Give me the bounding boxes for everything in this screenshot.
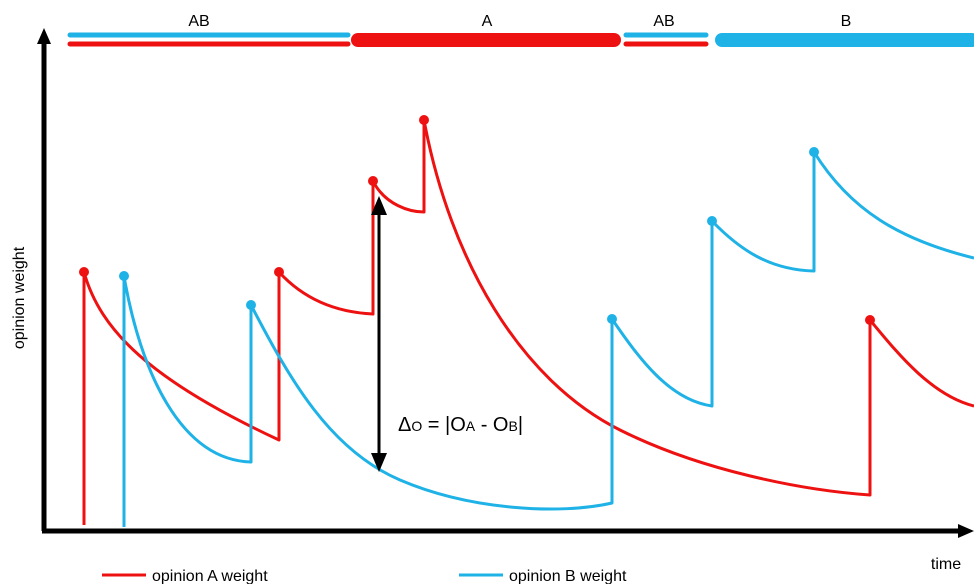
delta-subscript: O — [411, 418, 422, 434]
opinion-b-peak-dot — [607, 314, 617, 324]
subscript-b: B — [508, 418, 517, 434]
segment-label-a: A — [482, 13, 493, 30]
delta-arrow-head-bottom — [371, 453, 387, 472]
legend-label-a: opinion A weight — [152, 568, 268, 584]
segment-label-ab-2: AB — [653, 13, 674, 30]
legend: opinion A weight opinion B weight — [102, 568, 627, 584]
opinion-a-peak-dot — [368, 176, 378, 186]
opinion-a-peak-dot — [419, 115, 429, 125]
x-axis-label: time — [931, 556, 961, 573]
opinion-b-peak-dot — [246, 300, 256, 310]
y-axis-label: opinion weight — [11, 246, 28, 349]
segment-bars — [67, 32, 974, 47]
delta-minus: - O — [475, 414, 508, 436]
delta-arrow-head-top — [371, 196, 387, 215]
delta-equals: = |O — [422, 414, 466, 436]
delta-annotation: ΔO = |OA - OB| — [398, 414, 523, 436]
legend-label-b: opinion B weight — [509, 568, 627, 584]
opinion-a-peak-dot — [79, 267, 89, 277]
opinion-b-peak-dot — [707, 216, 717, 226]
opinion-a-peaks — [79, 115, 875, 325]
y-axis-arrowhead — [37, 28, 51, 44]
segment-label-b: B — [841, 13, 852, 30]
delta-close: | — [518, 414, 523, 436]
x-axis-arrowhead — [958, 524, 974, 538]
delta-symbol: Δ — [398, 414, 411, 436]
opinion-b-peak-dot — [119, 271, 129, 281]
opinion-a-curve — [82, 118, 974, 525]
opinion-a-peak-dot — [865, 315, 875, 325]
opinion-b-peak-dot — [809, 147, 819, 157]
opinion-b-peaks — [119, 147, 819, 324]
subscript-a: A — [466, 418, 476, 434]
opinion-b-curve — [122, 150, 974, 527]
opinion-a-peak-dot — [274, 267, 284, 277]
segment-label-ab-1: AB — [188, 13, 209, 30]
